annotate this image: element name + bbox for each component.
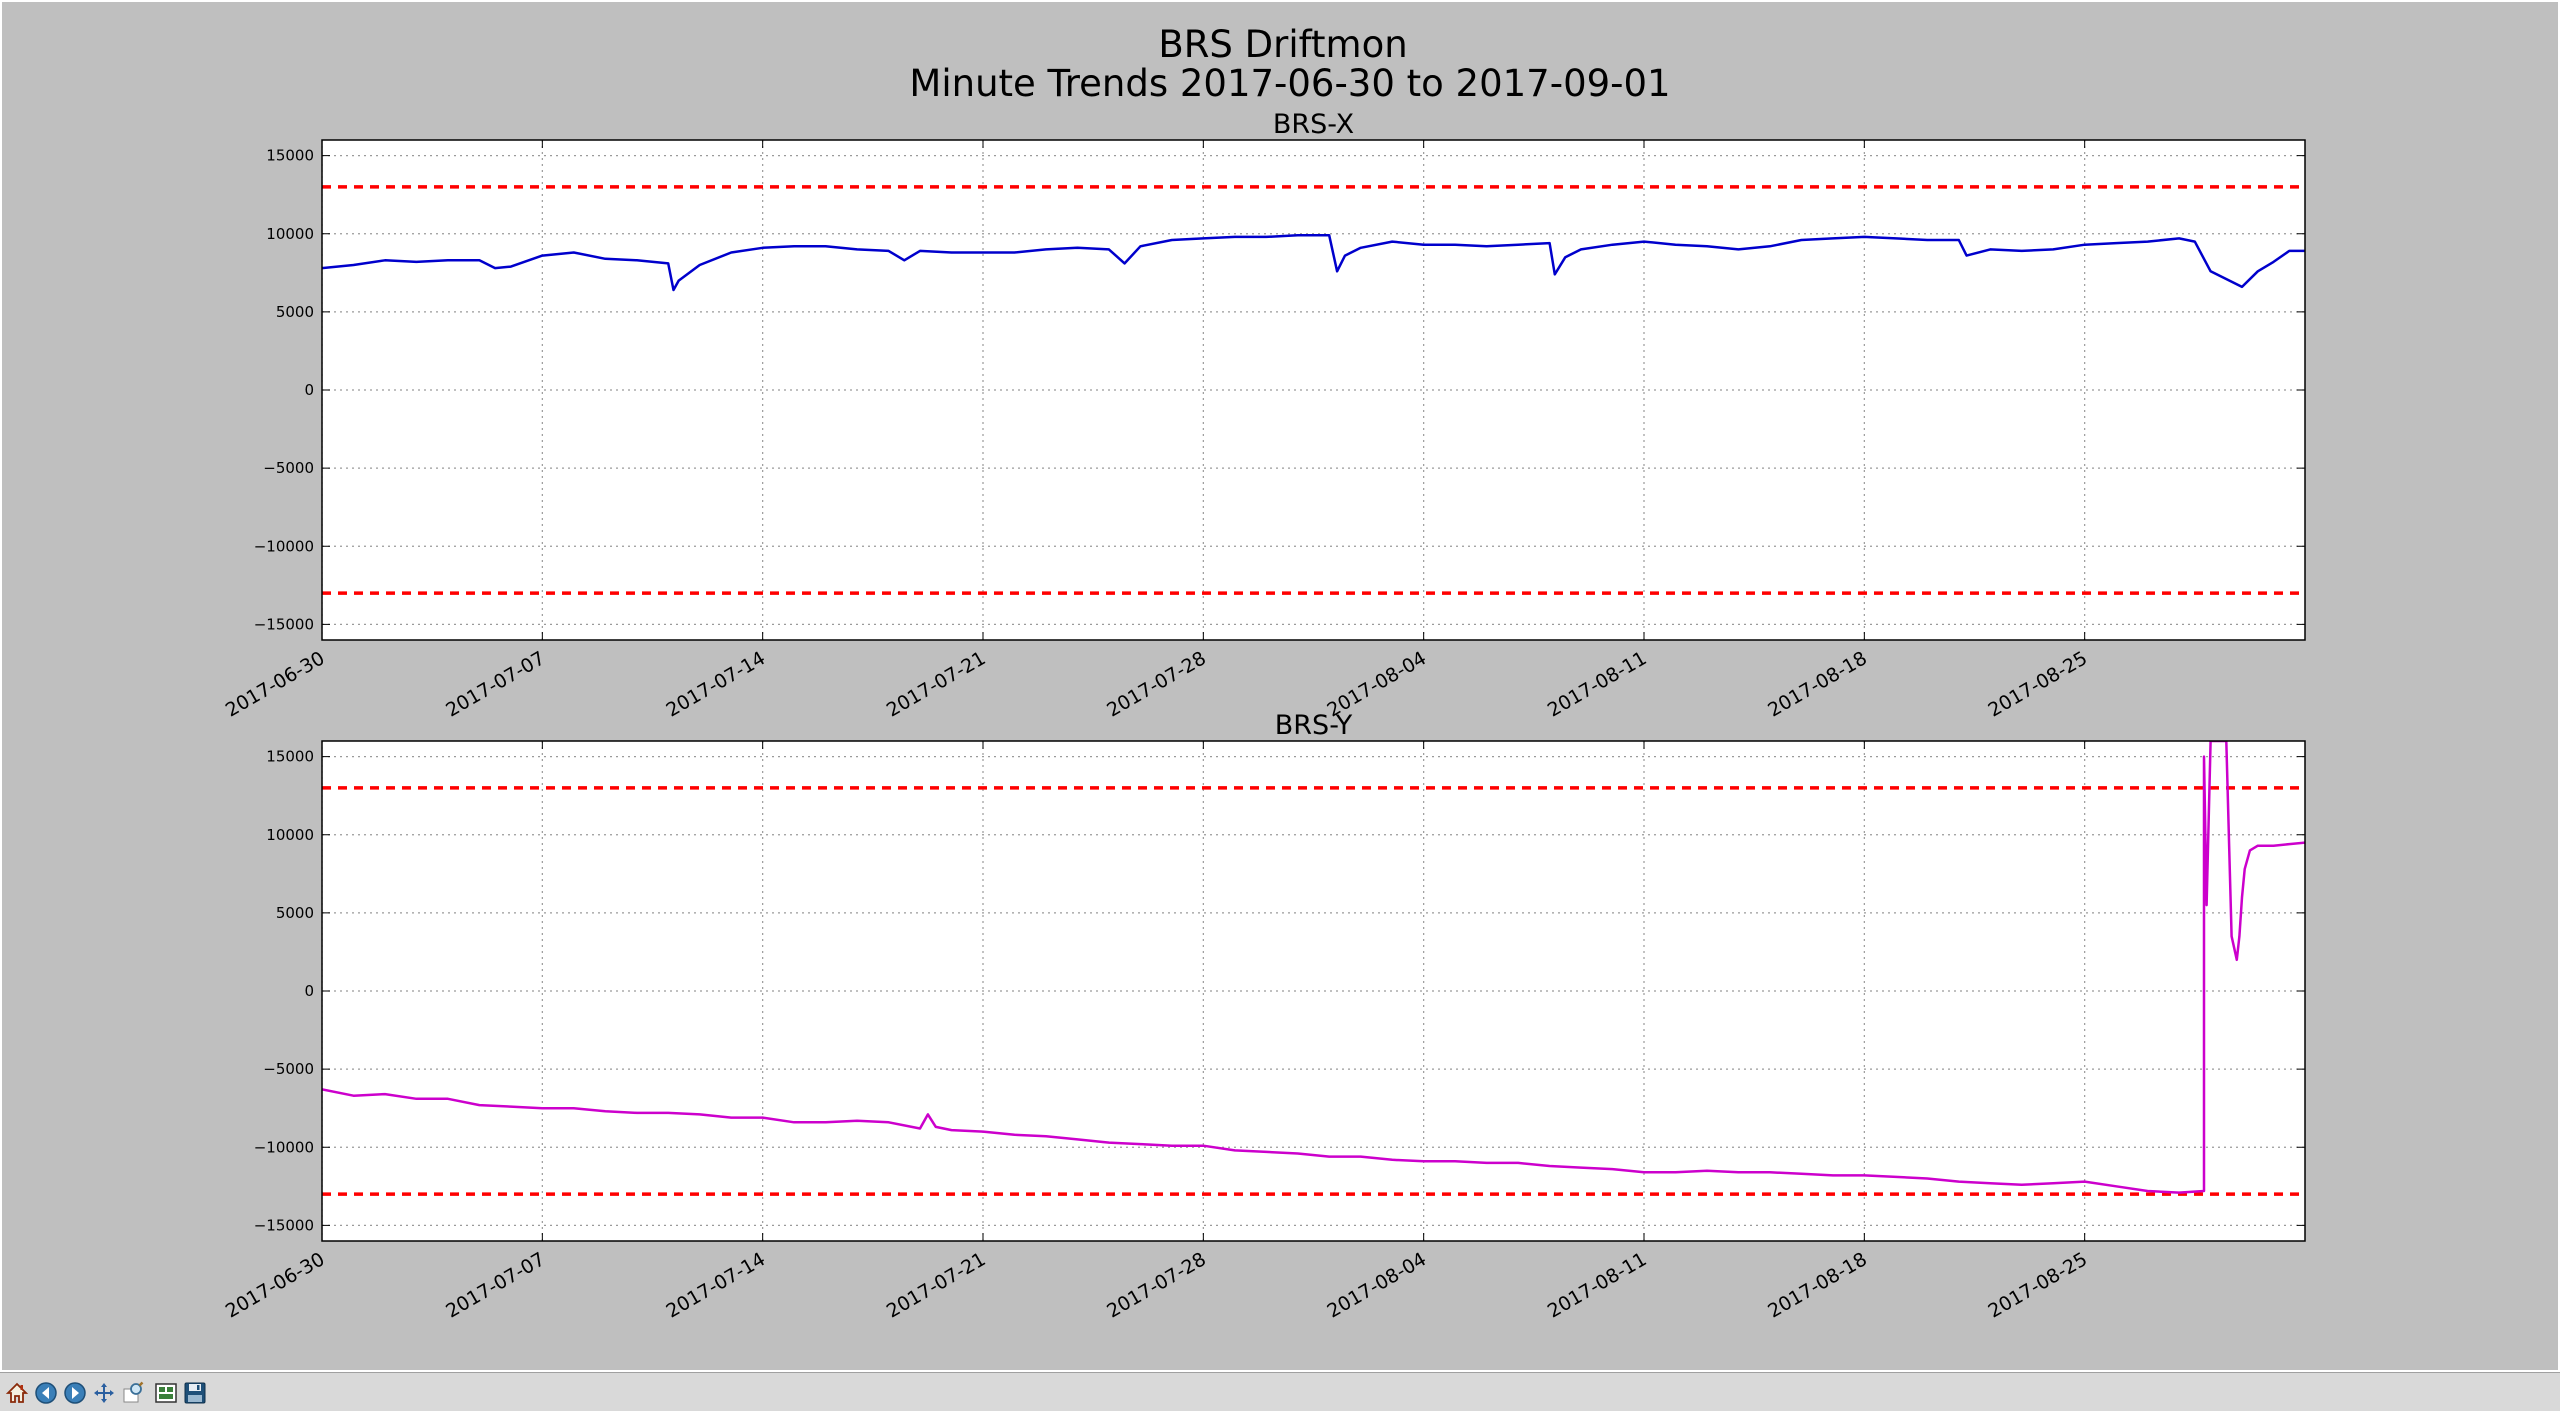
y-tick-label: 5000 <box>276 303 314 321</box>
x-tick-label: 2017-08-18 <box>1764 1248 1871 1322</box>
subplots-config-button[interactable] <box>153 1380 179 1406</box>
subplot-title: BRS-Y <box>1275 710 1353 741</box>
y-tick-label: −5000 <box>263 1060 314 1078</box>
forward-arrow-icon <box>64 1382 86 1404</box>
x-tick-label: 2017-07-14 <box>663 647 770 721</box>
zoom-button[interactable] <box>120 1380 146 1406</box>
x-tick-label: 2017-06-30 <box>222 647 329 721</box>
x-tick-label: 2017-06-30 <box>222 1248 329 1322</box>
x-tick-label: 2017-08-11 <box>1544 1248 1651 1322</box>
figure-plot: BRS Driftmon Minute Trends 2017-06-30 to… <box>222 23 2306 1323</box>
x-tick-label: 2017-08-11 <box>1544 647 1651 721</box>
y-tick-label: 0 <box>304 381 314 399</box>
x-tick-label: 2017-08-25 <box>1985 1248 2092 1322</box>
y-tick-label: 15000 <box>266 748 314 766</box>
series-line-1 <box>322 234 2305 292</box>
pan-icon <box>94 1383 114 1403</box>
x-tick-label: 2017-07-21 <box>883 647 990 721</box>
x-tick-label: 2017-07-07 <box>442 647 549 721</box>
home-button[interactable] <box>4 1380 30 1406</box>
x-tick-label: 2017-07-21 <box>883 1248 990 1322</box>
x-tick-label: 2017-08-18 <box>1764 647 1871 721</box>
y-tick-label: 10000 <box>266 826 314 844</box>
y-tick-label: 15000 <box>266 147 314 165</box>
y-tick-label: −15000 <box>254 615 314 633</box>
x-tick-label: 2017-07-28 <box>1103 1248 1210 1322</box>
figure-canvas: BRS Driftmon Minute Trends 2017-06-30 to… <box>0 0 2560 1372</box>
series-line-1 <box>322 741 2305 1194</box>
x-tick-label: 2017-08-25 <box>1985 647 2092 721</box>
chart-panel-2: 2017-06-30 2017-07-07 2017-07-14 2017-07-21… <box>222 710 2306 1323</box>
charts-layer: 2017-06-30 2017-07-07 2017-07-14 2017-07-21… <box>222 109 2306 1323</box>
chart-panel-1: 2017-06-30 2017-07-07 2017-07-14 2017-07-21… <box>222 109 2306 722</box>
figure-title: BRS Driftmon <box>1158 23 1407 66</box>
save-button[interactable] <box>182 1380 208 1406</box>
y-tick-label: 0 <box>304 982 314 1000</box>
y-tick-label: 10000 <box>266 225 314 243</box>
x-tick-label: 2017-07-28 <box>1103 647 1210 721</box>
home-icon <box>5 1382 29 1403</box>
zoom-icon <box>123 1381 144 1403</box>
pan-button[interactable] <box>91 1380 117 1406</box>
x-tick-label: 2017-07-14 <box>663 1248 770 1322</box>
y-tick-label: −5000 <box>263 459 314 477</box>
y-tick-label: −10000 <box>254 1138 314 1156</box>
x-tick-label: 2017-08-04 <box>1324 1248 1431 1322</box>
x-tick-label: 2017-07-07 <box>442 1248 549 1322</box>
y-tick-label: 5000 <box>276 904 314 922</box>
save-icon <box>184 1382 206 1404</box>
y-tick-label: −15000 <box>254 1216 314 1234</box>
navigation-toolbar <box>0 1372 2560 1411</box>
back-button[interactable] <box>33 1380 59 1406</box>
figure-subtitle: Minute Trends 2017-06-30 to 2017-09-01 <box>909 62 1670 105</box>
subplot-title: BRS-X <box>1273 109 1354 140</box>
back-arrow-icon <box>35 1382 57 1404</box>
forward-button[interactable] <box>62 1380 88 1406</box>
y-tick-label: −10000 <box>254 537 314 555</box>
subplots-config-icon <box>155 1383 177 1403</box>
